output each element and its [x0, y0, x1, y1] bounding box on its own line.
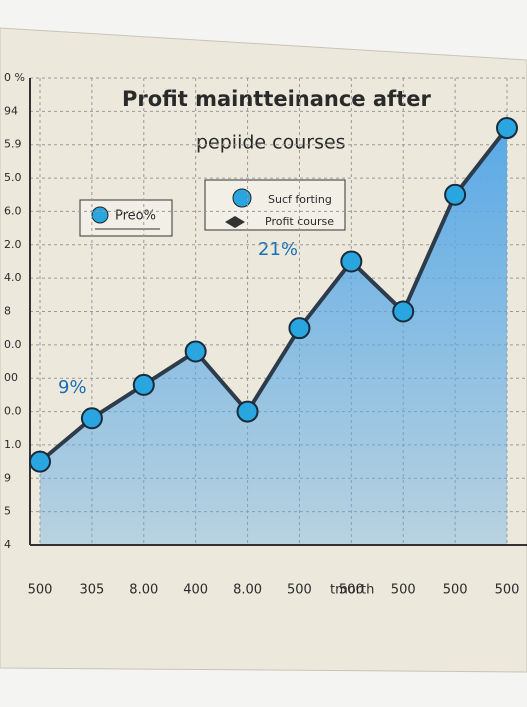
marker	[80, 407, 103, 430]
x-tick-label: 400	[183, 583, 208, 598]
x-tick-label: 8.00	[233, 583, 262, 598]
x-tick-label: 500	[339, 583, 364, 598]
x-tick-label: 500	[443, 583, 468, 598]
line	[38, 126, 509, 464]
legend-label: Preo%	[115, 209, 156, 224]
marker	[288, 317, 311, 340]
chart-subtitle: pepiide courses	[196, 132, 346, 154]
y-tick-label: 9	[4, 471, 11, 484]
y-tick-label: 0 %	[4, 71, 25, 84]
y-tick-label: 00	[4, 371, 18, 384]
x-tick-label: 305	[79, 583, 104, 598]
area	[40, 128, 507, 546]
legend-icon	[232, 188, 252, 208]
marker	[340, 250, 363, 273]
x-tick-label: 500	[28, 583, 53, 598]
marker	[392, 300, 415, 323]
annotation: 21%	[258, 239, 298, 260]
y-tick-label: 2.0	[4, 238, 22, 251]
legend-icon	[225, 216, 245, 228]
chart-title: Profit maintteinance after	[122, 87, 431, 111]
x-tick-label: 500	[495, 583, 520, 598]
y-tick-label: 4.0	[4, 271, 22, 284]
x-tick-label: 8.00	[129, 583, 158, 598]
y-tick-label: 1.0	[4, 438, 22, 451]
legend-icon	[91, 206, 109, 224]
marker	[132, 373, 155, 396]
x-tick-label: 500	[287, 583, 312, 598]
y-tick-label: 5.0	[4, 171, 22, 184]
marker	[236, 400, 259, 423]
y-tick-label: 4	[4, 538, 11, 551]
y-tick-label: 94	[4, 104, 18, 117]
legend-label: Profit course	[265, 215, 334, 228]
y-tick-label: 0.0	[4, 338, 22, 351]
x-axis-label: tmorth	[330, 583, 374, 598]
y-tick-label: 5	[4, 505, 11, 518]
y-tick-label: 0.0	[4, 405, 22, 418]
marker	[444, 183, 467, 206]
marker	[29, 450, 51, 473]
annotation: 9%	[58, 377, 87, 398]
x-tick-label: 500	[391, 583, 416, 598]
y-tick-label: 6.0	[4, 204, 22, 217]
y-tick-label: 8	[4, 305, 11, 318]
marker	[184, 340, 207, 363]
marker	[496, 117, 518, 140]
y-tick-label: 5.9	[4, 138, 22, 151]
